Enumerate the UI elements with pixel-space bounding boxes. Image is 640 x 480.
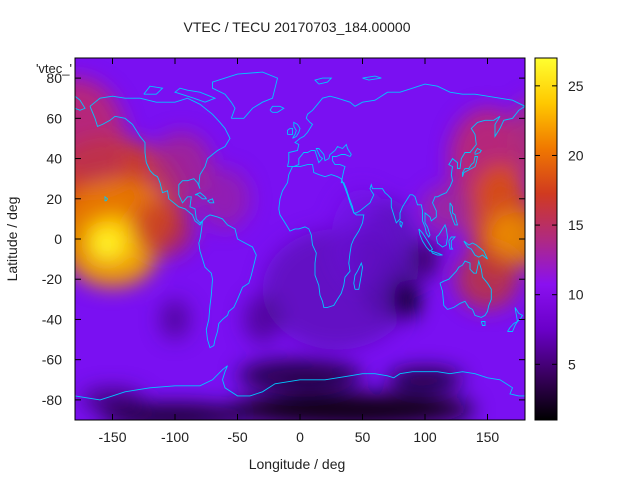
heat-region	[243, 295, 282, 344]
coastline-path	[89, 95, 231, 226]
heat-region	[200, 168, 250, 229]
heat-region	[393, 279, 419, 320]
coastline-path	[194, 192, 208, 200]
heat-region	[237, 359, 363, 392]
heatmap-area	[75, 58, 525, 420]
coastline-path	[75, 365, 525, 401]
coastline-path	[430, 250, 443, 256]
heat-region	[512, 100, 525, 177]
coastline-path	[514, 307, 524, 323]
colorbar-tick-label: 20	[568, 147, 584, 163]
y-tick-label: -60	[42, 352, 62, 368]
y-tick-label: 20	[46, 191, 62, 207]
heat-region	[225, 393, 475, 420]
heat-region	[512, 212, 525, 266]
heat-region	[150, 132, 213, 205]
coastline-path	[507, 320, 519, 332]
coastline-path	[287, 83, 525, 167]
series-label: 'vtec_'	[36, 61, 72, 76]
coastlines	[75, 71, 525, 401]
colorbar	[534, 57, 558, 421]
x-tick-label: -50	[227, 429, 247, 445]
heat-region	[160, 299, 190, 340]
colorbar-tick-label: 10	[568, 287, 584, 303]
coastline-path	[198, 214, 257, 349]
y-tick-label: 60	[46, 110, 62, 126]
coastline-path	[287, 127, 293, 135]
x-tick-label: 150	[476, 429, 500, 445]
y-axis-label: Latitude / deg	[4, 197, 20, 282]
coastline-path	[462, 156, 479, 177]
coastline-path	[292, 121, 301, 139]
coastline-path	[207, 198, 215, 204]
coastline-path	[75, 95, 86, 111]
coastline-path	[362, 75, 382, 81]
x-tick-label: 0	[296, 429, 304, 445]
coastline-path	[212, 71, 279, 119]
coastline-path	[143, 85, 164, 95]
heat-region	[95, 232, 118, 258]
coastline-path	[463, 240, 488, 260]
coastline-path	[474, 147, 482, 155]
y-tick-label: 0	[54, 231, 62, 247]
y-tick-label: 80	[46, 70, 62, 86]
heat-region	[75, 216, 88, 262]
coastline-path	[449, 202, 459, 226]
coastline-path	[448, 236, 457, 250]
coastline-path	[287, 105, 525, 238]
colorbar-tick-label: 15	[568, 217, 584, 233]
coastline-path	[399, 220, 404, 228]
x-tick-label: -150	[98, 429, 126, 445]
heat-region	[75, 134, 125, 183]
coastline-path	[104, 195, 109, 202]
coastline-path	[353, 261, 363, 290]
heat-region	[81, 387, 144, 412]
coastline-path	[439, 259, 492, 318]
coastline-path	[314, 77, 333, 85]
chart-title: VTEC / TECU 20170703_184.00000	[183, 19, 410, 35]
heat-region	[456, 249, 519, 310]
colorbar-tick-label: 5	[568, 356, 576, 372]
heat-region	[331, 188, 394, 290]
y-tick-label: 40	[46, 151, 62, 167]
y-tick-label: -20	[42, 271, 62, 287]
heat-region	[412, 239, 438, 280]
x-tick-label: 50	[355, 429, 371, 445]
heat-region	[131, 200, 194, 258]
y-tick-label: -40	[42, 311, 62, 327]
coastline-path	[435, 223, 448, 248]
heat-region	[387, 367, 463, 392]
heat-region	[100, 403, 250, 420]
coastline-path	[278, 164, 365, 308]
colorbar-tick-label: 25	[568, 78, 584, 94]
x-tick-label: 100	[413, 429, 437, 445]
x-axis-label: Longitude / deg	[249, 456, 346, 472]
coastline-path	[174, 87, 217, 103]
coastline-path	[480, 321, 486, 326]
coastline-path	[269, 105, 285, 113]
x-tick-label: -100	[161, 429, 189, 445]
coastline-path	[418, 228, 434, 252]
y-tick-label: -80	[42, 392, 62, 408]
